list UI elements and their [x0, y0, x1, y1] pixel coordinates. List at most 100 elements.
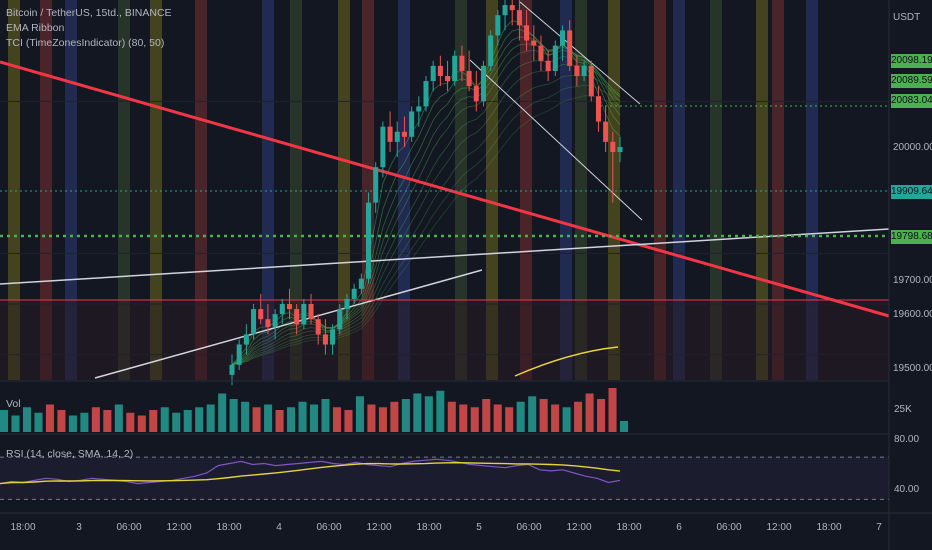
volume-max-label: 25K — [894, 404, 912, 415]
candle-body — [545, 60, 551, 71]
time-axis-label: 5 — [476, 522, 482, 533]
volume-bar — [321, 399, 330, 432]
time-zone-band — [806, 0, 818, 380]
legend-ema[interactable]: EMA Ribbon — [6, 22, 65, 34]
trendline-support — [0, 228, 890, 285]
price-tag[interactable]: 20089.59 — [891, 74, 932, 88]
time-zone-band — [8, 0, 20, 380]
volume-bar — [57, 410, 66, 432]
candle-body — [301, 304, 307, 325]
volume-bar — [367, 404, 376, 432]
time-zone-band — [398, 0, 410, 380]
time-zone-bands — [0, 0, 889, 380]
candle-body — [574, 65, 580, 76]
volume-bar — [470, 407, 479, 432]
time-zone-band — [150, 0, 162, 380]
trendline-upper — [519, 1, 641, 105]
candle-body — [473, 86, 479, 102]
candle-body — [595, 96, 601, 122]
volume-bar — [114, 404, 123, 432]
trendline-channel — [94, 269, 483, 379]
time-axis-label: 12:00 — [766, 522, 792, 533]
volume-bar — [585, 393, 594, 432]
candle-body — [373, 167, 379, 203]
volume-bar — [45, 404, 54, 432]
volume-bar — [68, 415, 77, 432]
volume-bar — [516, 401, 525, 432]
volume-bar — [482, 399, 491, 432]
candle-body — [366, 202, 372, 279]
candle-body — [294, 309, 300, 325]
time-axis-label: 3 — [76, 522, 82, 533]
candle-body — [236, 344, 242, 365]
time-axis-label: 18:00 — [10, 522, 36, 533]
volume-bar — [424, 396, 433, 432]
legend-symbol[interactable]: Bitcoin / TetherUS, 15td., BINANCE — [6, 7, 172, 19]
volume-bar — [183, 410, 192, 432]
trendline-lower — [469, 59, 643, 221]
candle-body — [322, 334, 328, 345]
candle-body — [315, 319, 321, 335]
ema-line — [231, 74, 621, 366]
time-zone-band — [40, 0, 52, 380]
volume-bar — [126, 412, 135, 432]
volume-label[interactable]: Vol — [6, 398, 21, 410]
volume-bar — [505, 407, 514, 432]
volume-bar — [344, 410, 353, 432]
time-zone-band — [338, 0, 350, 380]
candle-body — [286, 304, 292, 310]
candle-body — [603, 121, 609, 142]
price-tag[interactable]: 20098.19 — [891, 54, 932, 68]
volume-bar — [528, 396, 537, 432]
volume-bar — [562, 407, 571, 432]
price-tag[interactable]: 19798.68 — [891, 230, 932, 244]
candle-body — [552, 45, 558, 71]
rsi-band — [0, 457, 889, 500]
volume-bar — [172, 412, 181, 432]
volume-bar — [597, 399, 606, 432]
volume-bar — [22, 407, 31, 432]
time-zone-band — [290, 0, 302, 380]
candle-body — [243, 334, 249, 345]
rsi-label[interactable]: RSI (14, close, SMA, 14, 2) — [6, 448, 134, 460]
price-tag[interactable]: 19909.64 — [891, 185, 932, 199]
time-axis-label: 06:00 — [716, 522, 742, 533]
time-axis-label: 6 — [676, 522, 682, 533]
volume-bar — [252, 407, 261, 432]
candles — [229, 0, 623, 386]
rsi-axis-label: 40.00 — [894, 484, 920, 495]
candle-body — [409, 111, 415, 137]
ema-line — [231, 84, 621, 366]
candle-body — [394, 131, 400, 142]
time-zone-band — [756, 0, 768, 380]
time-axis-label: 18:00 — [616, 522, 642, 533]
candle-body — [258, 309, 264, 320]
price-tag[interactable]: 20083.04 — [891, 94, 932, 108]
time-zone-band — [118, 0, 130, 380]
volume-bar — [355, 396, 364, 432]
time-zone-band — [673, 0, 685, 380]
candle-body — [279, 304, 285, 315]
candle-body — [416, 106, 422, 112]
price-axis-label: 19600.00 — [893, 309, 932, 320]
price-axis-label: 20000.00 — [893, 142, 932, 153]
volume-bar — [310, 404, 319, 432]
volume-bar — [620, 421, 629, 432]
price-axis-label: 19500.00 — [893, 363, 932, 374]
volume-bar — [160, 407, 169, 432]
legend-tci[interactable]: TCI (TimeZonesIndicator) (80, 50) — [6, 37, 165, 49]
candle-body — [430, 65, 436, 82]
volume-bar — [413, 393, 422, 432]
time-zone-band — [455, 0, 467, 380]
time-axis-label: 06:00 — [116, 522, 142, 533]
candle-body — [567, 30, 573, 66]
candle-body — [581, 65, 587, 76]
time-zone-band — [486, 0, 498, 380]
time-zone-band — [654, 0, 666, 380]
candle-body — [538, 45, 544, 61]
time-axis-label: 06:00 — [516, 522, 542, 533]
price-axis-label: 19700.00 — [893, 275, 932, 286]
drawing-lines[interactable] — [0, 1, 890, 379]
candle-body — [466, 70, 472, 87]
